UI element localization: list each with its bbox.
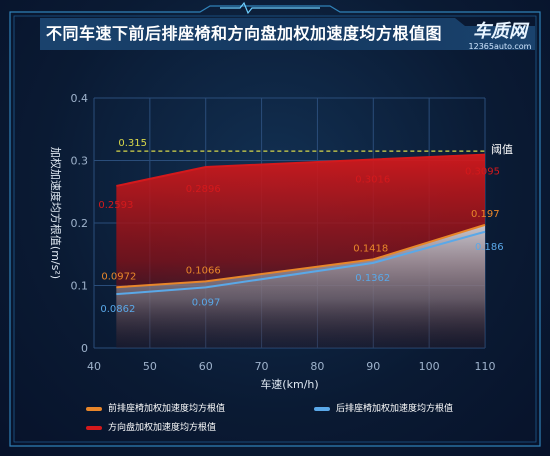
data-label-front-seat: 0.1418 (353, 243, 388, 254)
brand-logo: 车质网 12365auto.com (460, 22, 540, 52)
inner-frame (13, 15, 537, 443)
x-tick-label: 100 (419, 360, 440, 373)
data-label-steering: 0.3095 (465, 167, 500, 178)
x-tick-label: 80 (310, 360, 324, 373)
seat-area (116, 224, 485, 348)
legend-label-front-seat: 前排座椅加权加速度均方根值 (108, 404, 226, 414)
legend-item-steering: 方向盘加权加速度均方根值 (86, 421, 216, 435)
data-label-rear-seat: 0.186 (475, 242, 504, 253)
series-line-steering (116, 153, 486, 187)
y-tick-label: 0.2 (71, 217, 89, 230)
y-tick-label: 0 (81, 342, 88, 355)
data-label-steering: 0.2896 (186, 184, 221, 195)
x-tick-label: 90 (366, 360, 380, 373)
data-label-rear-seat: 0.0862 (100, 304, 135, 315)
x-tick-label: 70 (255, 360, 269, 373)
legend-swatch-rear-seat (314, 406, 330, 411)
x-tick-label: 110 (475, 360, 496, 373)
y-axis-label: 加权加速度均方根值(m/s²) (49, 147, 63, 279)
legend-swatch-front-seat (86, 406, 102, 411)
data-label-steering: 0.2593 (98, 200, 133, 211)
y-tick-label: 0.1 (71, 280, 89, 293)
data-label-front-seat: 0.0972 (101, 271, 136, 282)
y-tick-label: 0.3 (71, 155, 89, 168)
legend-label-steering: 方向盘加权加速度均方根值 (108, 423, 217, 433)
x-axis-label: 车速(km/h) (260, 377, 318, 391)
header-band (40, 18, 535, 50)
data-label-rear-seat: 0.1362 (355, 273, 390, 284)
logo-subtext: 12365auto.com (468, 42, 532, 51)
legend-item-rear-seat: 后排座椅加权加速度均方根值 (314, 402, 453, 416)
series-line-rear-seat (116, 230, 486, 296)
data-label-steering: 0.3016 (355, 175, 390, 186)
legend-label-rear-seat: 后排座椅加权加速度均方根值 (336, 404, 454, 414)
legend-item-front-seat: 前排座椅加权加速度均方根值 (86, 402, 225, 416)
outer-frame (9, 5, 541, 447)
legend-swatch-steering (86, 425, 102, 430)
frame-pulse-line (220, 1, 320, 15)
chart-title: 不同车速下前后排座椅和方向盘加权加速度均方根值图 (46, 24, 443, 43)
y-tick-label: 0.4 (71, 92, 89, 105)
data-label-rear-seat: 0.097 (192, 297, 221, 308)
data-label-front-seat: 0.197 (471, 209, 500, 220)
x-tick-label: 60 (199, 360, 213, 373)
data-label-front-seat: 0.1066 (186, 265, 221, 276)
threshold-value-label: 0.315 (118, 138, 147, 149)
threshold-label: 阈值 (491, 142, 513, 156)
logo-text: 车质网 (473, 21, 527, 42)
series-line-front-seat (116, 223, 486, 289)
x-tick-label: 50 (143, 360, 157, 373)
x-tick-label: 40 (87, 360, 101, 373)
